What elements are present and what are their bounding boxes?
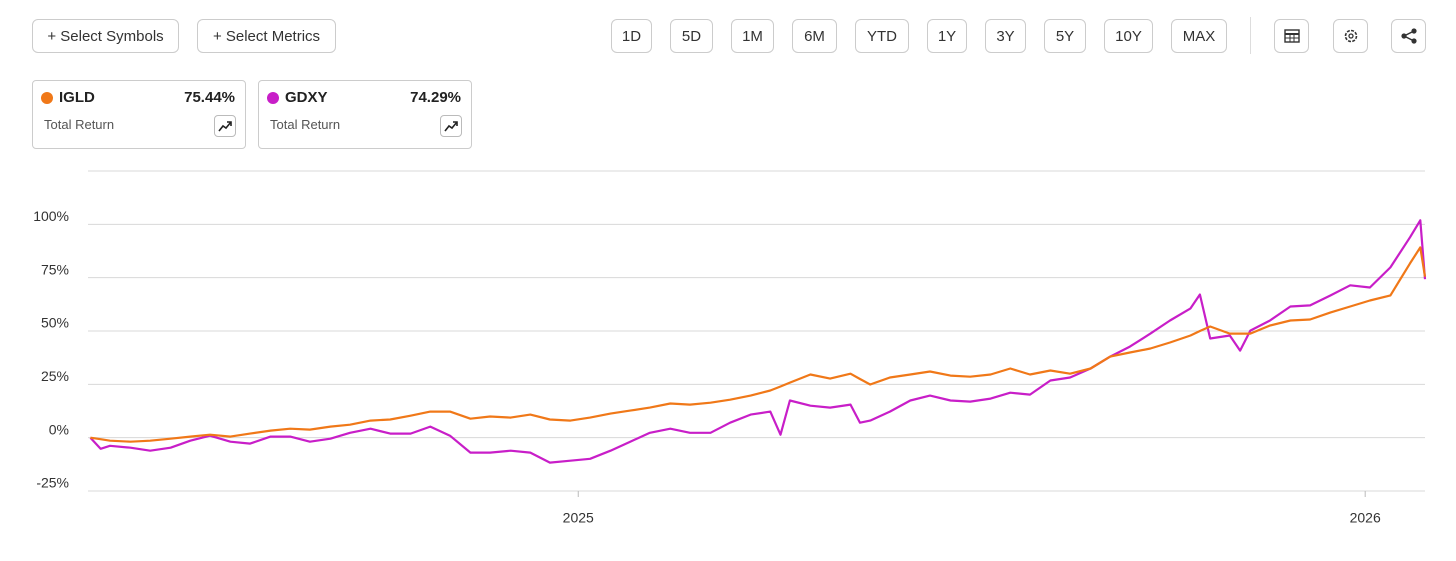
- y-tick-label: 75%: [41, 261, 69, 277]
- range-button[interactable]: 6M: [792, 19, 837, 53]
- range-button[interactable]: 1Y: [927, 19, 967, 53]
- range-button[interactable]: 3Y: [985, 19, 1026, 53]
- divider: [1250, 17, 1251, 54]
- legend-card[interactable]: GDXY 74.29% Total Return: [258, 80, 472, 149]
- trend-icon[interactable]: [440, 115, 462, 137]
- legend-dot: [41, 92, 53, 104]
- settings-button[interactable]: [1333, 19, 1368, 53]
- share-button[interactable]: [1391, 19, 1426, 53]
- card-metric: Total Return: [44, 117, 115, 132]
- y-tick-label: 0%: [49, 421, 69, 437]
- y-tick-label: 50%: [41, 315, 69, 331]
- select-metrics[interactable]: + Select Metrics: [197, 19, 336, 53]
- range-button[interactable]: 1D: [611, 19, 652, 53]
- range-button[interactable]: 5D: [670, 19, 713, 53]
- y-tick-label: -25%: [36, 475, 69, 491]
- card-value: 75.44%: [184, 89, 235, 106]
- card-metric: Total Return: [270, 117, 341, 132]
- y-tick-label: 25%: [41, 368, 69, 384]
- trend-icon[interactable]: [214, 115, 236, 137]
- legend-dot: [267, 92, 279, 104]
- card-value: 74.29%: [410, 89, 461, 106]
- range-button[interactable]: 5Y: [1044, 19, 1086, 53]
- x-tick-label: 2026: [1350, 510, 1381, 526]
- range-button[interactable]: YTD: [855, 19, 909, 53]
- select-symbols[interactable]: + Select Symbols: [32, 19, 179, 53]
- range-button[interactable]: 10Y: [1104, 19, 1153, 53]
- range-button[interactable]: 1M: [731, 19, 774, 53]
- range-button[interactable]: MAX: [1171, 19, 1227, 53]
- y-tick-label: 100%: [33, 208, 69, 224]
- legend-name: IGLD: [59, 89, 95, 106]
- table-button[interactable]: [1274, 19, 1309, 53]
- x-tick-label: 2025: [563, 510, 594, 526]
- legend-card[interactable]: IGLD 75.44% Total Return: [32, 80, 246, 149]
- legend-name: GDXY: [285, 89, 328, 106]
- series-line: [90, 246, 1427, 443]
- series-line: [89, 219, 1427, 464]
